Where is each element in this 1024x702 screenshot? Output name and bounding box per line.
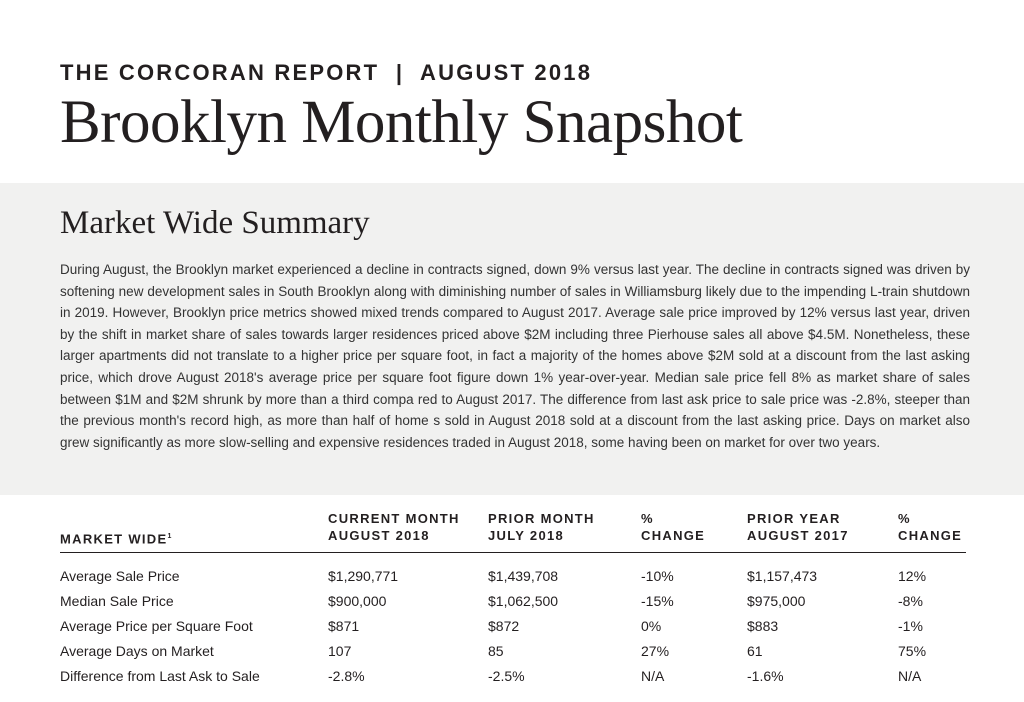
- year-change-value: 12%: [898, 568, 927, 584]
- current-month-value: -2.8%: [328, 668, 365, 684]
- year-change-value: 75%: [898, 643, 927, 659]
- page-title: Brooklyn Monthly Snapshot: [60, 89, 743, 156]
- section-heading: Market Wide Summary: [60, 205, 370, 241]
- table-row: Average Days on Market 107 85 27% 61 75%: [60, 643, 966, 668]
- column-header-change-month-line1: %: [641, 511, 654, 526]
- column-header-current-line2: AUGUST 2018: [328, 528, 430, 543]
- current-month-value: 107: [328, 643, 352, 659]
- table-body: Average Sale Price $1,290,771 $1,439,708…: [60, 568, 966, 693]
- table-row: Difference from Last Ask to Sale -2.8% -…: [60, 668, 966, 693]
- metric-label: Average Price per Square Foot: [60, 618, 253, 634]
- summary-paragraph: During August, the Brooklyn market exper…: [60, 262, 970, 450]
- month-change-value: 0%: [641, 618, 662, 634]
- current-month-value: $900,000: [328, 593, 387, 609]
- header-divider: [60, 552, 966, 553]
- prior-year-value: $1,157,473: [747, 568, 818, 584]
- year-change-value: -8%: [898, 593, 923, 609]
- column-header-prior-year-line1: PRIOR YEAR: [747, 511, 841, 526]
- prior-year-value: $975,000: [747, 593, 806, 609]
- table-row: Average Price per Square Foot $871 $872 …: [60, 618, 966, 643]
- column-header-change-year-line1: %: [898, 511, 911, 526]
- column-header-metric: MARKET WIDE1: [60, 528, 173, 547]
- column-header-current-month: CURRENT MONTH AUGUST 2018: [328, 510, 460, 544]
- current-month-value: $1,290,771: [328, 568, 399, 584]
- column-header-prior-month: PRIOR MONTH JULY 2018: [488, 510, 595, 544]
- column-header-change-year-line2: CHANGE: [898, 528, 963, 543]
- prior-month-value: -2.5%: [488, 668, 525, 684]
- column-header-current-line1: CURRENT MONTH: [328, 511, 460, 526]
- column-header-metric-label: MARKET WIDE: [60, 531, 168, 547]
- table-header-row: MARKET WIDE1 CURRENT MONTH AUGUST 2018 PR…: [60, 510, 966, 550]
- report-eyebrow: THE CORCORAN REPORT | AUGUST 2018: [60, 60, 593, 85]
- footnote-marker: 1: [167, 533, 173, 540]
- prior-month-value: $1,439,708: [488, 568, 559, 584]
- column-header-prior-year: PRIOR YEAR AUGUST 2017: [747, 510, 849, 544]
- month-change-value: N/A: [641, 668, 665, 684]
- column-header-change-year: % CHANGE: [898, 510, 962, 544]
- column-header-prior-month-line2: JULY 2018: [488, 528, 565, 543]
- metric-label: Median Sale Price: [60, 593, 174, 609]
- prior-month-value: $1,062,500: [488, 593, 559, 609]
- prior-year-value: $883: [747, 618, 779, 634]
- month-change-value: -15%: [641, 593, 674, 609]
- summary-panel: [0, 183, 1024, 495]
- prior-month-value: 85: [488, 643, 504, 659]
- column-header-prior-year-line2: AUGUST 2017: [747, 528, 849, 543]
- current-month-value: $871: [328, 618, 360, 634]
- metric-label: Difference from Last Ask to Sale: [60, 668, 260, 684]
- market-wide-table: MARKET WIDE1 CURRENT MONTH AUGUST 2018 PR…: [60, 510, 966, 684]
- table-row: Average Sale Price $1,290,771 $1,439,708…: [60, 568, 966, 593]
- table-row: Median Sale Price $900,000 $1,062,500 -1…: [60, 593, 966, 618]
- month-change-value: 27%: [641, 643, 670, 659]
- prior-year-value: -1.6%: [747, 668, 784, 684]
- column-header-change-month: % CHANGE: [641, 510, 705, 544]
- column-header-change-month-line2: CHANGE: [641, 528, 706, 543]
- metric-label: Average Days on Market: [60, 643, 214, 659]
- prior-year-value: 61: [747, 643, 763, 659]
- year-change-value: -1%: [898, 618, 923, 634]
- prior-month-value: $872: [488, 618, 520, 634]
- column-header-prior-month-line1: PRIOR MONTH: [488, 511, 595, 526]
- month-change-value: -10%: [641, 568, 674, 584]
- metric-label: Average Sale Price: [60, 568, 180, 584]
- year-change-value: N/A: [898, 668, 922, 684]
